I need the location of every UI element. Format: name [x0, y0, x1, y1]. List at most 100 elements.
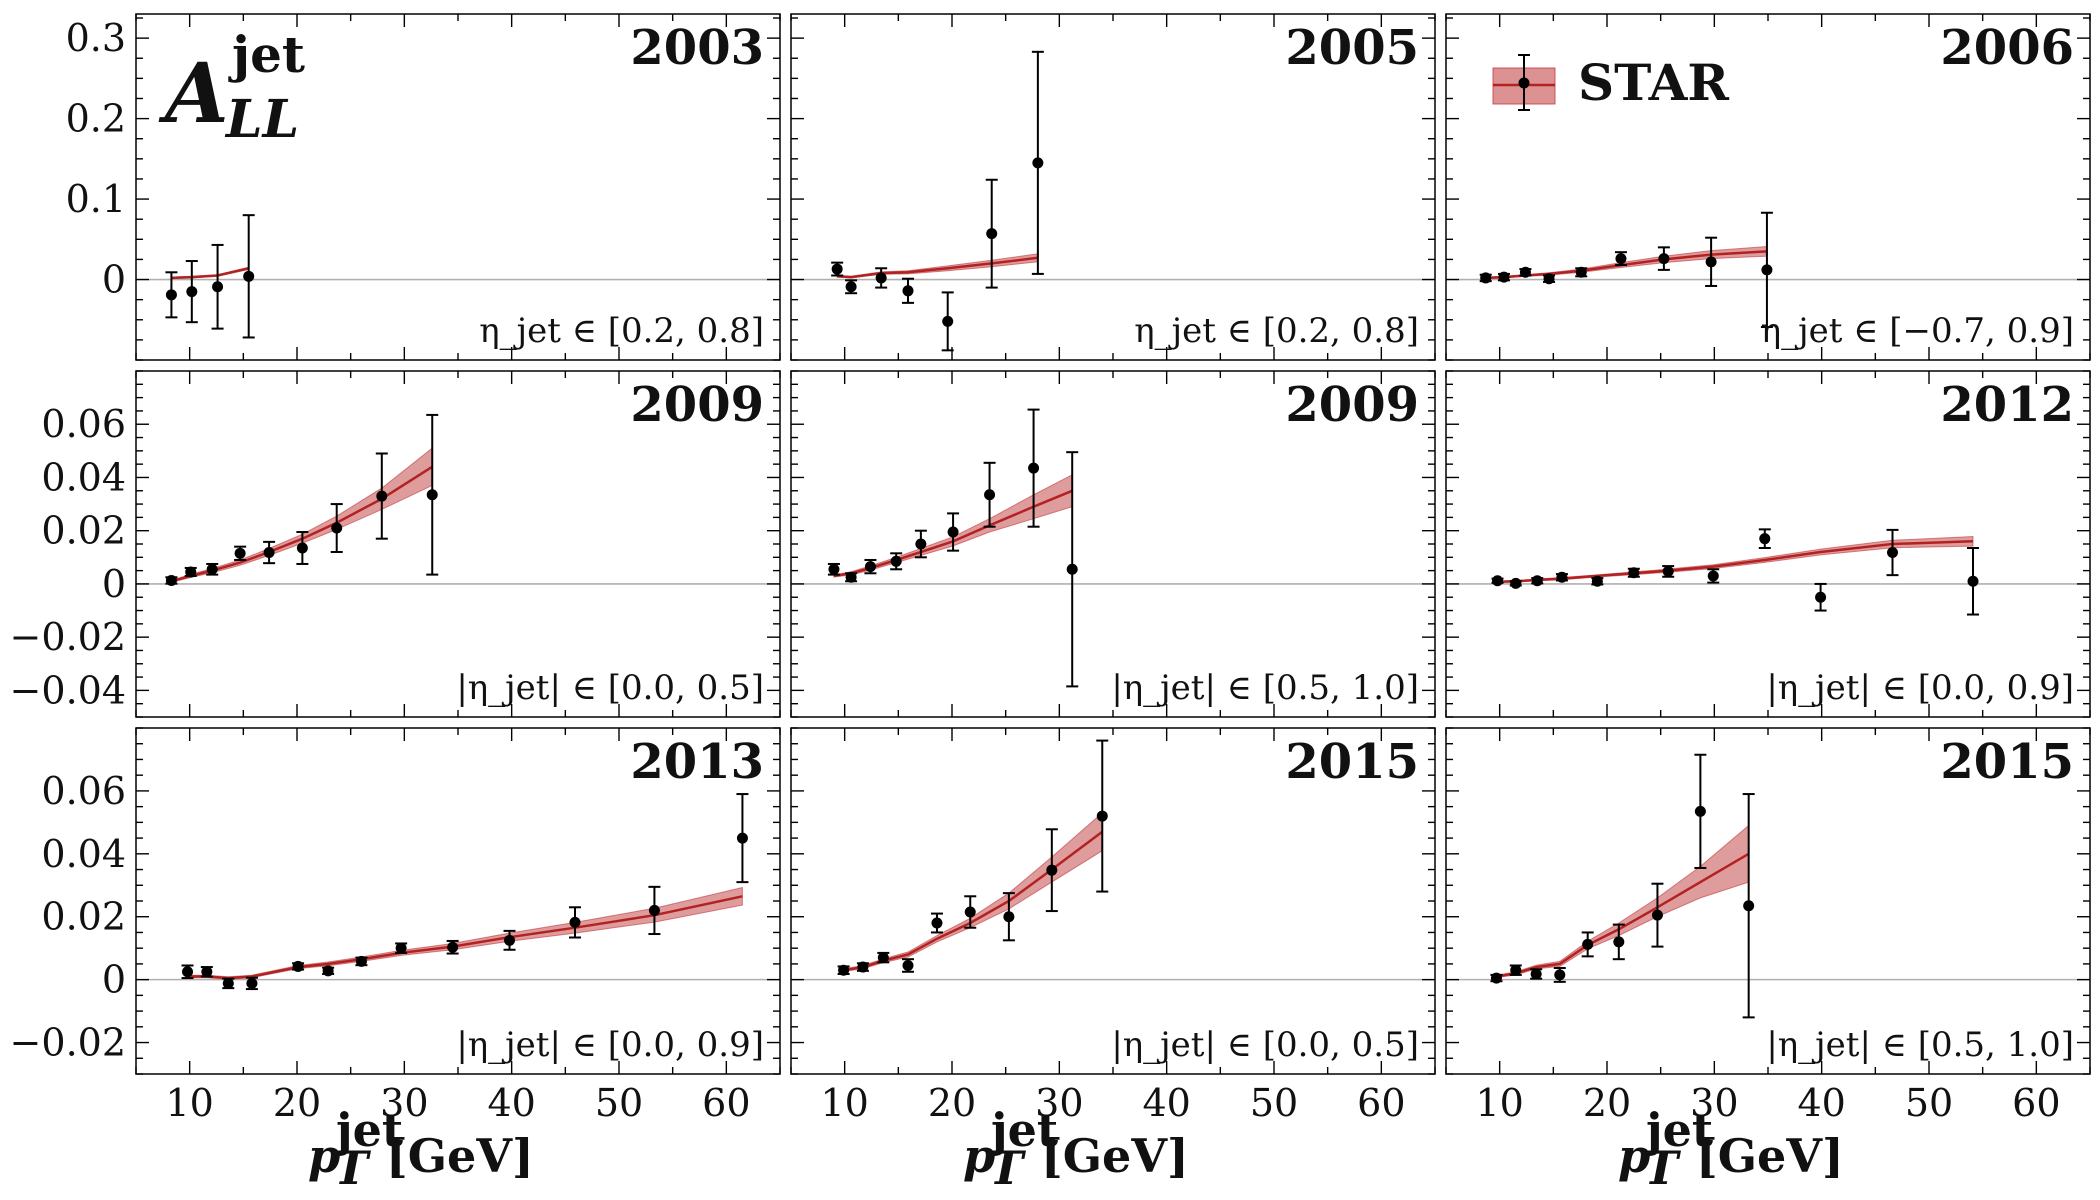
data-point: [1498, 271, 1510, 283]
data-point: [1575, 266, 1587, 278]
eta-range-label: |η_jet| ∈ [0.5, 1.0]: [1111, 668, 1419, 708]
y-tick-label: 0.06: [41, 769, 126, 813]
data-point: [1582, 938, 1594, 950]
y-tick-label: 0: [102, 958, 126, 1002]
y-tick-label: 0.04: [41, 832, 126, 876]
data-point: [165, 574, 177, 586]
data-point: [890, 555, 902, 567]
data-point: [902, 285, 914, 297]
data-point: [1967, 575, 1979, 587]
x-tick-label: 50: [1905, 1081, 1953, 1125]
x-tick-label: 20: [928, 1081, 976, 1125]
data-point: [877, 952, 889, 964]
x-tick-label: 20: [1583, 1081, 1631, 1125]
y-tick-label: 0.3: [66, 16, 126, 60]
x-tick-label: 40: [1797, 1081, 1845, 1125]
data-point: [263, 547, 275, 559]
data-point: [182, 966, 194, 978]
x-axis-label-sub: T: [989, 1141, 1027, 1195]
data-point: [648, 904, 660, 916]
data-point: [1543, 273, 1555, 285]
data-point: [1887, 547, 1899, 559]
x-axis-label-unit: [GeV]: [386, 1129, 534, 1183]
panel-2: 2006 η_jet ∈ [−0.7, 0.9]: [1445, 13, 2091, 361]
data-point: [322, 965, 334, 977]
data-point: [1490, 972, 1502, 984]
data-point: [1531, 575, 1543, 587]
panels: 0 0.1 0.2 0.3 2003 η_jet ∈ [0.2, 0.8] 2005 η_je…: [10, 13, 2091, 1125]
x-axis-label-sub: T: [334, 1141, 372, 1195]
data-point: [165, 289, 177, 301]
x-tick-label: 10: [165, 1081, 213, 1125]
x-axis-label-main: p: [963, 1129, 995, 1183]
panel-8: 10 20 30 40 50 60 2015 |η_jet| ∈ [0.5, 1.0]: [1445, 727, 2091, 1125]
x-axis-label-unit: [GeV]: [1696, 1129, 1844, 1183]
panel-3: −0.04 −0.02 0 0.02 0.04 0.06 2009 |η_jet| ∈ [0.…: [10, 370, 781, 718]
data-point: [1651, 909, 1663, 921]
data-point: [1530, 968, 1542, 980]
x-axis-label-sub: T: [1644, 1141, 1682, 1195]
data-point: [1761, 264, 1773, 276]
theory-line: [171, 267, 249, 280]
data-point: [569, 916, 581, 928]
panel-year-label: 2005: [1285, 20, 1419, 76]
x-axis-label-sup: jet: [332, 1103, 404, 1157]
x-tick-label: 50: [595, 1081, 643, 1125]
data-point: [857, 961, 869, 973]
data-point: [1759, 533, 1771, 545]
data-point: [1480, 272, 1492, 284]
x-axis-label-main: p: [308, 1129, 340, 1183]
x-tick-label: 30: [1690, 1081, 1738, 1125]
data-point: [1628, 567, 1640, 579]
y-tick-label: 0.06: [41, 402, 126, 446]
data-point: [984, 489, 996, 501]
data-point: [947, 526, 959, 538]
x-tick-label: 20: [273, 1081, 321, 1125]
theory-band: [187, 886, 743, 980]
panel-year-label: 2003: [630, 20, 764, 76]
theory-band: [843, 811, 1103, 973]
x-tick-label: 10: [1475, 1081, 1523, 1125]
x-axis-label-sup: jet: [1642, 1103, 1714, 1157]
x-axis-label-unit: [GeV]: [1041, 1129, 1189, 1183]
eta-range-label: η_jet ∈ [−0.7, 0.9]: [1761, 311, 2074, 351]
legend: STAR: [1492, 53, 1729, 112]
data-point: [504, 934, 516, 946]
data-point: [1707, 570, 1719, 582]
data-point: [1556, 571, 1568, 583]
y-tick-label: 0: [102, 258, 126, 302]
data-point: [376, 490, 388, 502]
data-point: [1615, 253, 1627, 265]
panel-7: 10 20 30 40 50 60 2015 |η_jet| ∈ [0.0, 0.5]: [790, 727, 1436, 1125]
data-point: [845, 571, 857, 583]
data-point: [1046, 864, 1058, 876]
data-point: [186, 286, 198, 298]
data-point: [201, 966, 213, 978]
panel-year-label: 2006: [1940, 20, 2074, 76]
data-point: [1003, 911, 1015, 923]
panel-year-label: 2015: [1940, 734, 2074, 790]
data-point: [1028, 462, 1040, 474]
data-point: [931, 917, 943, 929]
data-point: [447, 941, 459, 953]
x-tick-label: 60: [2012, 1081, 2060, 1125]
data-point: [1510, 577, 1522, 589]
observable-main: A: [158, 46, 229, 142]
theory-band: [1495, 824, 1750, 979]
data-point: [1492, 575, 1504, 587]
y-tick-label: −0.02: [10, 1021, 126, 1065]
data-point: [942, 315, 954, 327]
data-point: [831, 263, 843, 275]
data-point: [902, 959, 914, 971]
data-point: [185, 566, 197, 578]
data-point: [838, 964, 850, 976]
data-point: [331, 522, 343, 534]
data-point: [1591, 575, 1603, 587]
data-point: [222, 977, 234, 989]
y-tick-label: 0: [102, 562, 126, 606]
x-axis-label-sup: jet: [987, 1103, 1059, 1157]
data-point: [736, 832, 748, 844]
y-tick-label: −0.04: [10, 668, 126, 712]
